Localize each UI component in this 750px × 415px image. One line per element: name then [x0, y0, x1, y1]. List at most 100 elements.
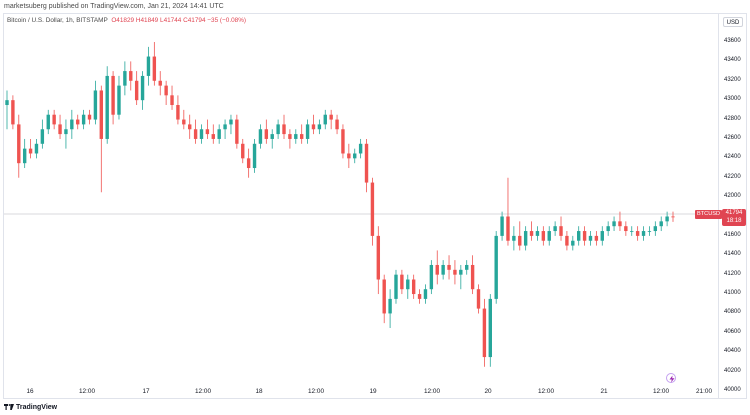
- candle-body: [140, 75, 145, 101]
- candle-body: [411, 279, 416, 295]
- legend-symbol: Bitcoin / U.S. Dollar, 1h, BITSTAMP: [7, 17, 108, 24]
- candle-body: [394, 274, 398, 299]
- candle-body: [453, 269, 457, 275]
- time-tick-label: 19: [369, 388, 377, 395]
- candle-body: [341, 129, 345, 154]
- candle-body: [123, 71, 127, 86]
- legend-high: H41849: [135, 17, 159, 24]
- candle-body: [199, 129, 204, 139]
- price-tick-label: 43600: [724, 38, 741, 44]
- candle-body: [5, 100, 9, 106]
- candle-body: [229, 119, 233, 125]
- price-tick-label: 43000: [724, 96, 741, 103]
- candle-body: [205, 129, 210, 135]
- candle-body: [111, 75, 115, 115]
- candle-body: [264, 129, 269, 139]
- candle-body: [52, 114, 56, 125]
- price-tick-label: 42400: [724, 154, 741, 161]
- candle-body: [459, 269, 463, 275]
- candle-body: [647, 231, 652, 232]
- candle-body: [571, 240, 575, 246]
- candle-body: [99, 90, 104, 139]
- candle-body: [76, 119, 80, 125]
- price-tick-label: 40800: [724, 309, 741, 316]
- candle-body: [270, 134, 274, 139]
- candle-body: [506, 216, 510, 241]
- candle-body: [105, 75, 109, 139]
- candle-body: [258, 129, 263, 144]
- candle-body: [170, 95, 174, 106]
- candle-body: [535, 231, 540, 236]
- candle-body: [81, 114, 86, 125]
- candle-body: [476, 289, 481, 309]
- candle-body: [624, 226, 628, 232]
- candle-body: [588, 235, 593, 241]
- price-tick-label: 42200: [724, 173, 741, 180]
- price-axis[interactable]: [718, 14, 748, 398]
- price-tick-label: 41600: [724, 231, 741, 238]
- symbol-legend: Bitcoin / U.S. Dollar, 1h, BITSTAMP O418…: [7, 17, 246, 24]
- candle-body: [335, 119, 339, 130]
- time-tick-label: 21:00: [696, 388, 712, 395]
- candle-body: [512, 235, 516, 241]
- candle-body: [58, 124, 62, 135]
- currency-button[interactable]: USD: [723, 17, 743, 27]
- candle-body: [523, 231, 528, 246]
- candle-body: [282, 124, 286, 135]
- candle-body: [34, 143, 39, 154]
- candle-body: [641, 231, 646, 236]
- candle-body: [400, 274, 404, 290]
- candle-body: [28, 148, 33, 154]
- candle-body: [630, 231, 634, 232]
- candle-body: [93, 90, 98, 120]
- candle-body: [235, 119, 239, 144]
- candle-body: [353, 153, 357, 159]
- candle-body: [64, 129, 68, 135]
- time-tick-label: 16: [26, 388, 34, 395]
- publish-caption: marketsuberg published on TradingView.co…: [4, 3, 224, 10]
- price-tick-label: 42600: [724, 134, 741, 141]
- time-tick-label: 21: [600, 388, 608, 395]
- candle-body: [370, 182, 375, 236]
- candle-body: [17, 124, 21, 164]
- candle-body: [382, 279, 386, 314]
- candle-body: [294, 134, 298, 139]
- lightning-icon[interactable]: [666, 373, 676, 383]
- candle-body: [482, 308, 487, 358]
- price-tick-label: 40600: [724, 328, 741, 335]
- candle-body: [323, 114, 327, 125]
- candle-body: [406, 279, 410, 290]
- candle-body: [223, 124, 227, 130]
- price-tick-label: 43200: [724, 76, 741, 83]
- candle-body: [134, 80, 139, 101]
- candle-body: [618, 221, 622, 227]
- candle-body: [158, 80, 162, 86]
- candle-body: [70, 119, 74, 130]
- candle-body: [176, 105, 180, 120]
- candle-body: [241, 143, 245, 159]
- price-tick-label: 41000: [724, 290, 741, 297]
- time-tick-label: 12:00: [538, 388, 554, 395]
- last-price-tag: 41794 18:18: [722, 209, 746, 226]
- candle-body: [182, 119, 186, 125]
- legend-open: O41829: [111, 17, 135, 24]
- tradingview-logo[interactable]: TradingView: [4, 404, 57, 411]
- candle-body: [447, 264, 451, 270]
- candle-body: [22, 148, 27, 164]
- candle-body: [565, 235, 569, 246]
- candle-body: [576, 231, 581, 241]
- legend-low: L41744: [160, 17, 182, 24]
- candle-body: [494, 235, 498, 299]
- candle-body: [276, 124, 280, 135]
- candle-body: [211, 134, 215, 139]
- candle-body: [470, 264, 475, 290]
- candle-body: [117, 85, 121, 115]
- candle-body: [288, 134, 292, 139]
- candle-body: [582, 231, 587, 241]
- time-tick-label: 12:00: [653, 388, 669, 395]
- chart-plot[interactable]: [4, 14, 718, 398]
- last-price-value: 41794: [725, 210, 743, 216]
- candle-body: [164, 85, 168, 96]
- price-tick-label: 40200: [724, 367, 741, 374]
- price-tick-label: 43400: [724, 57, 741, 64]
